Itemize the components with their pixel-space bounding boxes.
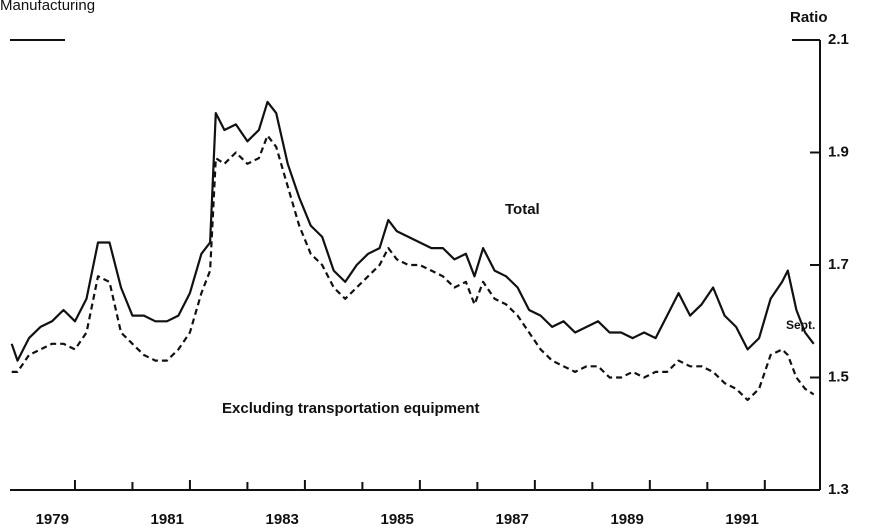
y-tick-label: 1.3	[828, 481, 849, 498]
y-tick-label: 1.7	[828, 256, 849, 273]
x-tick-label: 1989	[610, 511, 643, 528]
x-tick-label: 1981	[151, 511, 184, 528]
x-tick-label: 1991	[725, 511, 758, 528]
y-tick-label: 1.9	[828, 143, 849, 160]
annotation: Total	[505, 201, 540, 218]
x-tick-label: 1985	[381, 511, 414, 528]
y-tick-label: 1.5	[828, 368, 849, 385]
y-tick-label: 2.1	[828, 31, 849, 48]
annotation: Sept.	[786, 318, 815, 332]
x-tick-label: 1987	[495, 511, 528, 528]
y-axis-label: Ratio	[790, 9, 828, 26]
x-tick-label: 1979	[36, 511, 69, 528]
x-tick-label: 1983	[266, 511, 299, 528]
series-line	[11, 134, 815, 402]
series-line	[10, 100, 815, 362]
chart-title: Manufacturing	[0, 0, 95, 14]
annotation: Excluding transportation equipment	[222, 400, 480, 417]
